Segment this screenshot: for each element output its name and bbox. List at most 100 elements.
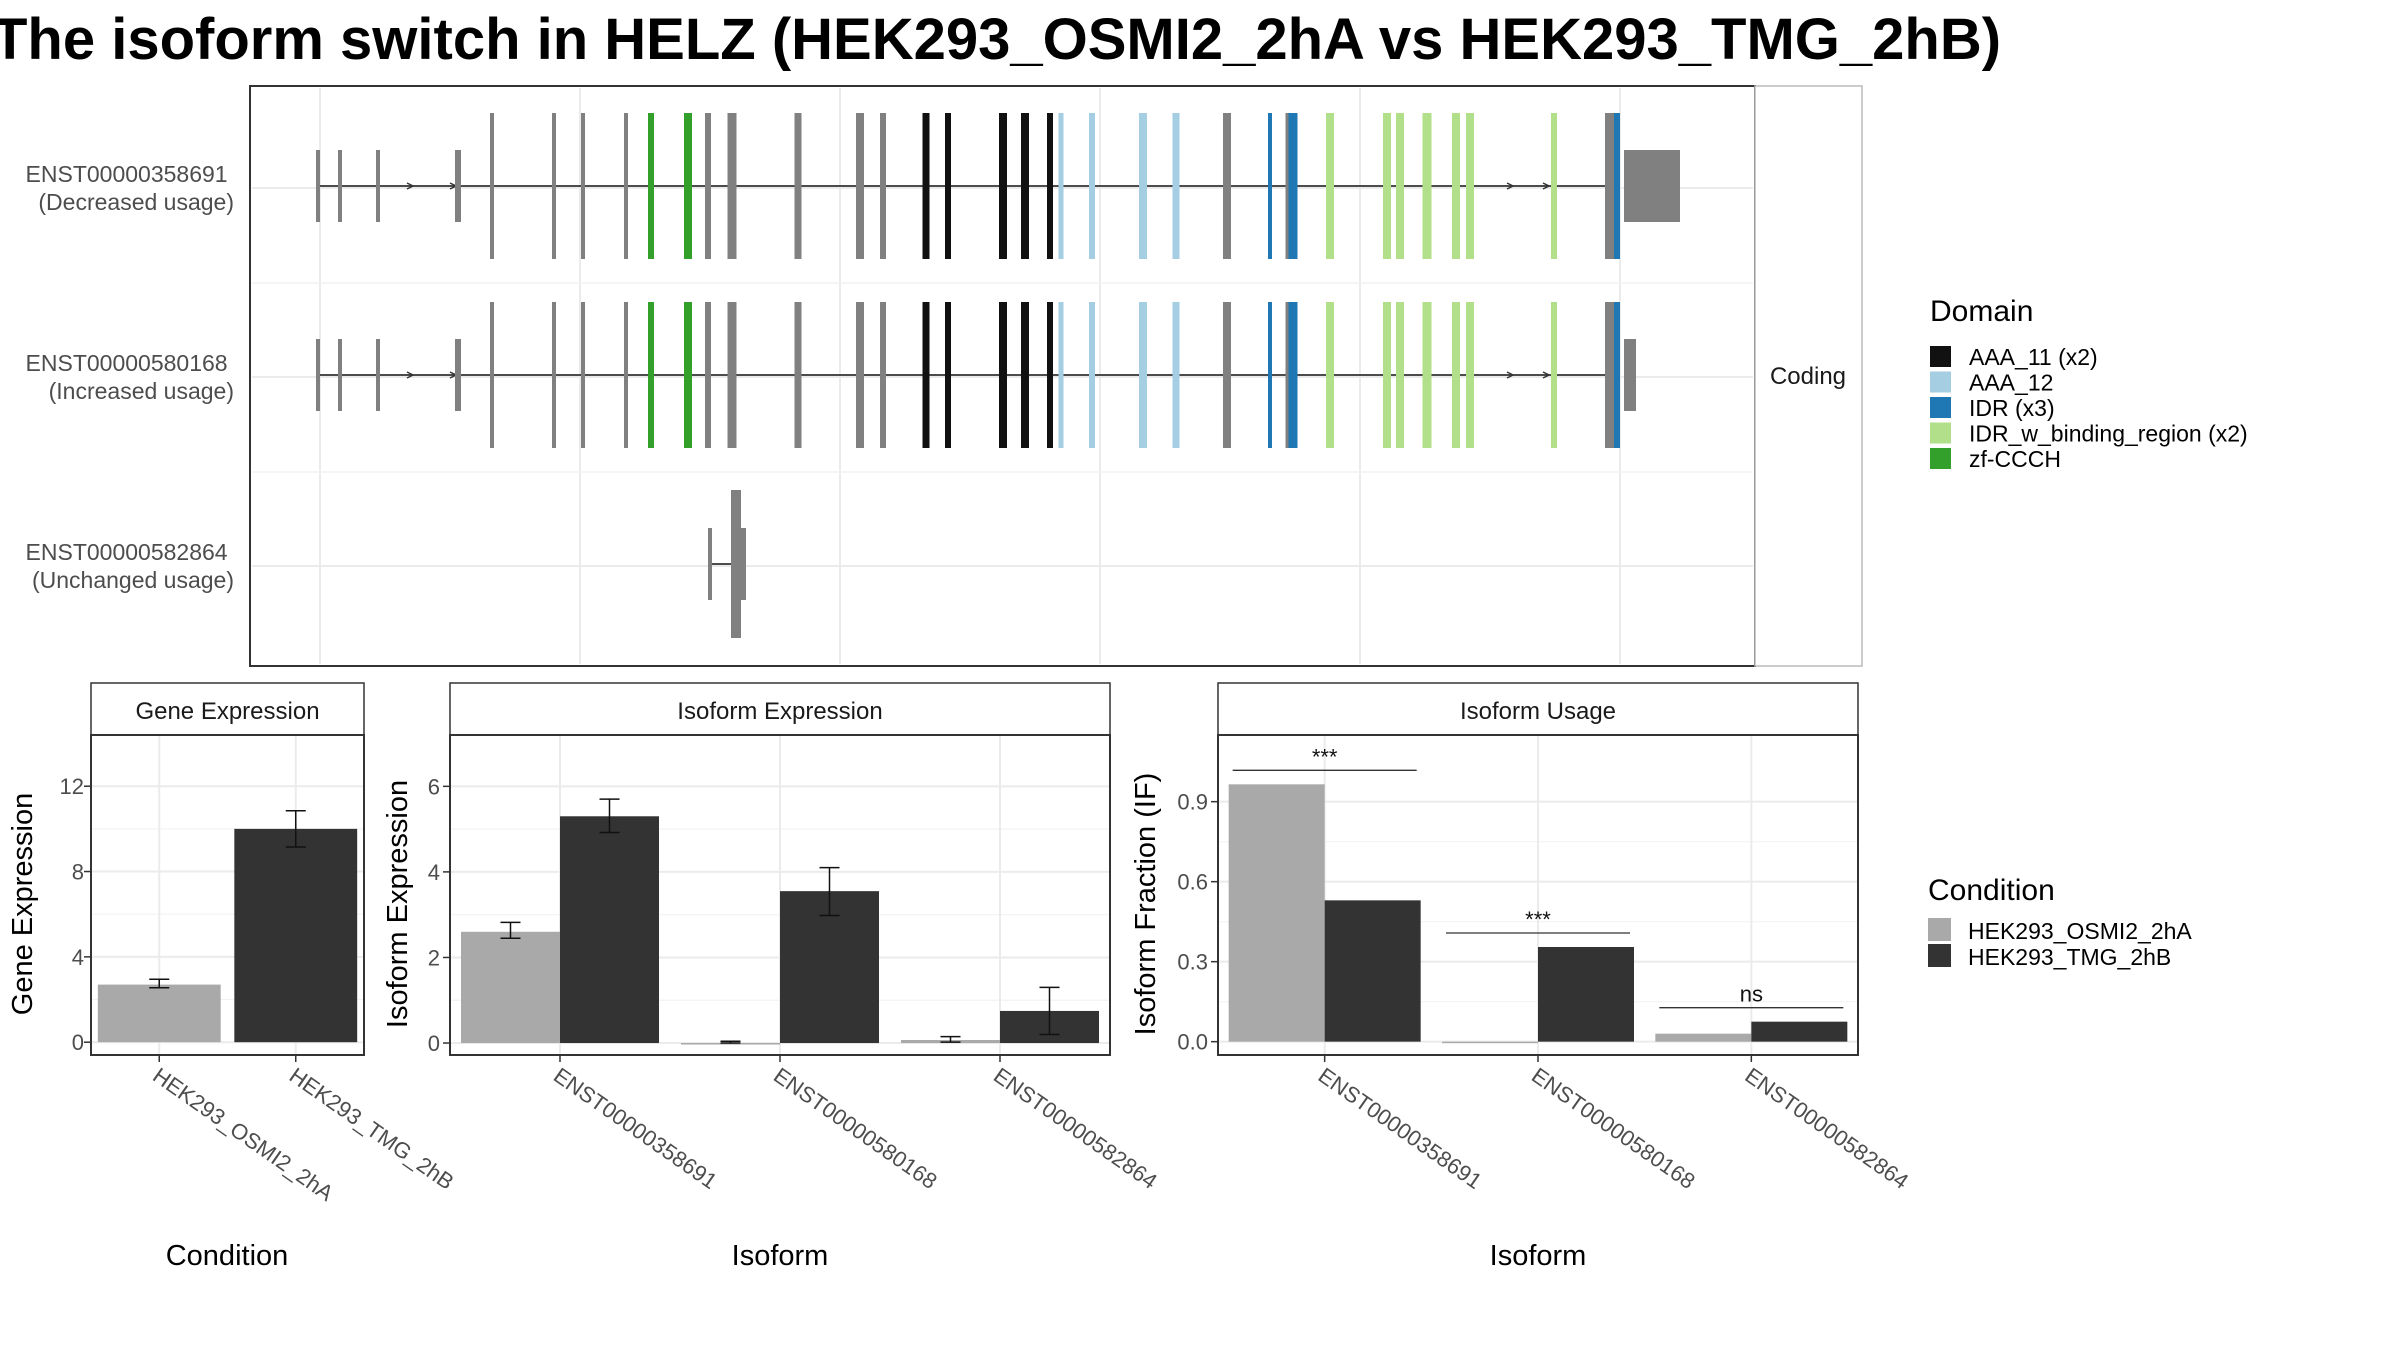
x-tick-label: ENST00000580168	[769, 1063, 942, 1194]
exon-AAA_11	[999, 302, 1007, 448]
transcript-id-1: ENST00000358691	[26, 161, 228, 187]
domain-legend-label: IDR_w_binding_region (x2)	[1969, 421, 2248, 447]
bar	[780, 891, 879, 1044]
direction-arrow	[1506, 371, 1515, 379]
exon-IDR_w_binding_region	[1466, 302, 1474, 448]
y-tick-label: 2	[428, 945, 440, 970]
error-bar	[1039, 986, 1060, 1036]
utr-exon	[316, 150, 320, 222]
exon-IDR_w_binding_region	[1326, 113, 1334, 259]
condition-legend-swatch	[1928, 918, 1951, 941]
exon-noncoding	[552, 113, 556, 259]
bar	[1442, 1041, 1538, 1044]
bar	[1228, 784, 1325, 1042]
direction-arrow	[406, 371, 415, 379]
isoform-usage-panel: Isoform Usage *** *** ns 0.0 0.3 0.6 0.9 Isoform…	[1130, 682, 1913, 1272]
y-tick-label: 8	[72, 860, 84, 885]
transcript-usage-2: (Increased usage)	[49, 378, 234, 404]
exon-IDR	[1614, 113, 1620, 259]
facet-strip	[1754, 85, 1863, 667]
exon-noncoding	[490, 113, 494, 259]
x-tick-label: ENST00000582864	[1740, 1063, 1913, 1194]
exon-IDR	[1614, 302, 1620, 448]
panel-title: Gene Expression	[135, 698, 319, 725]
isoform-expression-panel: Isoform Expression 0 2 4 6 Isoform Expression…	[382, 682, 1162, 1272]
transcript-id-3: ENST00000582864	[26, 539, 228, 565]
transcript-track-3	[708, 490, 746, 638]
significance-label: ***	[1312, 744, 1338, 769]
chart-title: The isoform switch in HELZ (HEK293_OSMI2…	[0, 7, 2002, 72]
significance-label: ns	[1740, 982, 1763, 1007]
exon-noncoding	[1605, 302, 1615, 448]
transcript-id-2: ENST00000580168	[26, 350, 228, 376]
utr-exon	[455, 339, 461, 411]
exon-AAA_12	[1139, 302, 1147, 448]
exon-noncoding	[705, 302, 711, 448]
exon-noncoding	[880, 302, 886, 448]
x-tick-label: ENST00000580168	[1527, 1063, 1700, 1194]
domain-legend-label: zf-CCCH	[1969, 446, 2061, 472]
exon-zf-CCCH	[648, 302, 654, 448]
exon-AAA_11	[1047, 113, 1053, 259]
x-tick-label: ENST00000358691	[1314, 1063, 1487, 1194]
bar	[1751, 1021, 1848, 1042]
domain-legend-swatch	[1930, 422, 1951, 444]
exon-noncoding	[880, 113, 886, 259]
exon-AAA_11	[945, 302, 951, 448]
y-axis-label: Isoform Expression	[382, 780, 414, 1028]
exon-noncoding	[552, 302, 556, 448]
error-bar	[500, 921, 521, 939]
error-bar	[819, 866, 840, 917]
domain-legend-label: IDR (x3)	[1969, 395, 2055, 421]
exon-IDR_w_binding_region	[1551, 302, 1557, 448]
y-tick-label: 12	[60, 774, 84, 799]
condition-legend-label: HEK293_TMG_2hB	[1968, 944, 2171, 970]
exon-AAA_11	[1021, 302, 1029, 448]
exon-noncoding	[1223, 302, 1231, 448]
exon-noncoding	[581, 302, 585, 448]
transcript-track-2	[316, 302, 1636, 448]
exon-IDR_w_binding_region	[1396, 113, 1404, 259]
exon-IDR_w_binding_region	[1452, 302, 1460, 448]
condition-legend-title: Condition	[1928, 874, 2055, 907]
exon-noncoding	[731, 490, 741, 638]
x-tick-label: ENST00000358691	[549, 1063, 722, 1194]
exon-AAA_12	[1058, 302, 1064, 448]
exon-noncoding	[624, 302, 628, 448]
transcript-label-2: ENST00000580168 (Increased usage)	[26, 350, 234, 404]
error-bar	[149, 978, 170, 989]
exon-noncoding	[624, 113, 628, 259]
exon-IDR	[1268, 302, 1272, 448]
domain-legend-swatch	[1930, 346, 1951, 367]
exon-AAA_12	[1089, 302, 1095, 448]
utr-exon	[455, 150, 461, 222]
exon-AAA_11	[945, 113, 951, 259]
exon-IDR	[1288, 113, 1298, 259]
exon-noncoding	[581, 113, 585, 259]
structure-panel: Coding ENST00000358691 (Decreased usage)…	[26, 85, 1863, 667]
exon-noncoding	[856, 302, 864, 448]
y-tick-label: 0	[428, 1031, 440, 1056]
exon-AAA_12	[1139, 113, 1147, 259]
bar	[560, 816, 659, 1044]
exon-zf-CCCH	[684, 302, 692, 448]
exon-AAA_11	[999, 113, 1007, 259]
condition-legend-swatch	[1928, 944, 1951, 967]
transcript-usage-1: (Decreased usage)	[38, 189, 234, 215]
y-tick-label: 0	[72, 1030, 84, 1055]
exon-IDR_w_binding_region	[1383, 302, 1391, 448]
exon-AAA_11	[1021, 113, 1029, 259]
exon-noncoding	[1285, 113, 1291, 259]
exon-noncoding	[856, 113, 864, 259]
bar	[234, 828, 358, 1043]
x-tick-label: ENST00000582864	[989, 1063, 1162, 1194]
exon-AAA_12	[1172, 302, 1180, 448]
panel-strip	[449, 682, 1111, 736]
exon-noncoding	[794, 302, 802, 448]
utr-exon	[316, 339, 320, 411]
panel-title: Isoform Expression	[677, 698, 882, 725]
transcript-label-3: ENST00000582864 (Unchanged usage)	[26, 539, 234, 593]
utr-exon-3prime	[1624, 150, 1680, 222]
